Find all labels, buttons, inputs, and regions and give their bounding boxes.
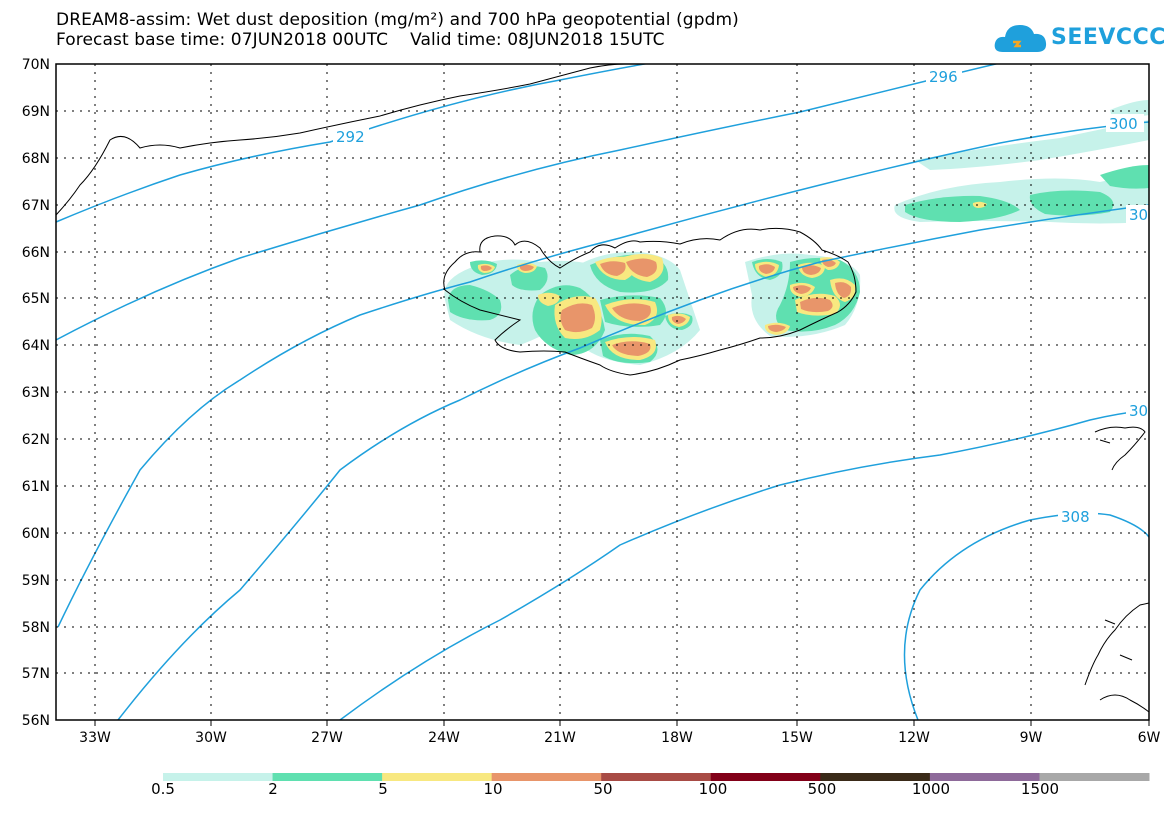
lat-label-61n: 61N <box>22 479 50 495</box>
lat-label-59n: 59N <box>22 573 50 589</box>
colorbar-label: 50 <box>593 780 613 798</box>
map-frame <box>55 63 1150 721</box>
colorbar-swatch <box>820 773 931 781</box>
lat-label-69n: 69N <box>22 104 50 120</box>
colorbar-swatch <box>382 773 493 781</box>
lon-label-9w: 9W <box>1020 730 1043 746</box>
title-line-2: Forecast base time: 07JUN2018 00UTC Vali… <box>56 30 665 50</box>
dust-deposition-shading <box>444 100 1149 365</box>
colorbar-label: 10 <box>483 780 503 798</box>
colorbar-swatch <box>929 773 1040 781</box>
contour-line-304 <box>339 409 1149 720</box>
colorbar <box>163 773 1150 781</box>
gridlines <box>56 64 1149 720</box>
geopotential-contours <box>56 64 1149 720</box>
scotland-coastline <box>1084 602 1150 713</box>
iceland-coastline <box>443 227 857 376</box>
faroe-islands-coastline <box>1094 426 1146 471</box>
colorbar-label: 1500 <box>1020 780 1060 798</box>
lon-label-12w: 12W <box>898 730 930 746</box>
lon-label-18w: 18W <box>661 730 693 746</box>
cloud-icon <box>994 25 1047 52</box>
longitude-labels: 33W 30W 27W 24W 21W 18W 15W 12W 9W 6W <box>79 730 1160 746</box>
lat-label-60n: 60N <box>22 526 50 542</box>
colorbar-label: 0.5 <box>151 780 175 798</box>
contour-label-296: 296 <box>929 68 958 86</box>
contour-label-292: 292 <box>336 128 365 146</box>
contour-line-292 <box>56 64 1000 341</box>
seevccc-logo: SEEVCCC <box>993 18 1165 58</box>
lat-label-66n: 66N <box>22 245 50 261</box>
contour-label-308: 308 <box>1061 508 1090 526</box>
lon-label-27w: 27W <box>311 730 343 746</box>
lat-label-64n: 64N <box>22 338 50 354</box>
colorbar-label: 2 <box>268 780 278 798</box>
contour-labels: 292 296 300 30 30 308 <box>333 67 1149 526</box>
logo-text: SEEVCCC <box>1051 25 1166 50</box>
lat-label-56n: 56N <box>22 713 50 729</box>
colorbar-label: 100 <box>698 780 728 798</box>
colorbar-label: 500 <box>807 780 837 798</box>
colorbar-swatch <box>710 773 821 781</box>
title-line-1: DREAM8-assim: Wet dust deposition (mg/m²… <box>56 10 739 30</box>
lat-label-62n: 62N <box>22 432 50 448</box>
lat-label-68n: 68N <box>22 151 50 167</box>
colorbar-swatch <box>272 773 383 781</box>
lat-label-67n: 67N <box>22 198 50 214</box>
contour-line-300 <box>117 204 1149 720</box>
contour-line-296 <box>57 121 1149 628</box>
coastlines <box>55 63 1150 713</box>
lon-label-24w: 24W <box>428 730 460 746</box>
lat-label-58n: 58N <box>22 620 50 636</box>
lat-label-70n: 70N <box>22 57 50 73</box>
colorbar-label: 1000 <box>911 780 951 798</box>
lon-label-33w: 33W <box>79 730 111 746</box>
colorbar-swatch <box>491 773 602 781</box>
latitude-labels: 70N 69N 68N 67N 66N 65N 64N 63N 62N 61N … <box>22 57 50 729</box>
lat-label-65n: 65N <box>22 291 50 307</box>
colorbar-swatch <box>163 773 274 781</box>
axis-ticks <box>94 720 1150 726</box>
contour-line-288 <box>56 64 649 223</box>
contour-label-304b: 30 <box>1129 402 1148 420</box>
lon-label-21w: 21W <box>544 730 576 746</box>
lon-label-15w: 15W <box>781 730 813 746</box>
contour-label-304a: 30 <box>1129 206 1148 224</box>
lon-label-6w: 6W <box>1138 730 1161 746</box>
colorbar-swatch <box>601 773 712 781</box>
greenland-coastline <box>55 63 626 216</box>
contour-line-308 <box>903 512 1149 720</box>
lat-label-57n: 57N <box>22 666 50 682</box>
colorbar-swatch <box>1039 773 1150 781</box>
lat-label-63n: 63N <box>22 385 50 401</box>
lon-label-30w: 30W <box>195 730 227 746</box>
colorbar-label: 5 <box>378 780 388 798</box>
contour-label-300: 300 <box>1109 115 1138 133</box>
